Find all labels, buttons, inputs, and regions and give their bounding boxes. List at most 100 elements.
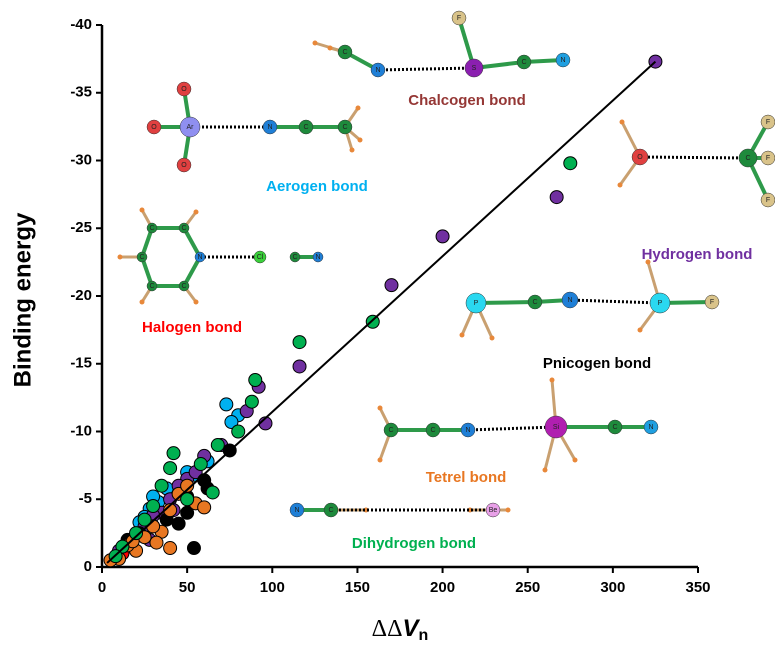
x-tick-label: 0 — [98, 579, 106, 596]
x-label-subscript: n — [419, 627, 429, 644]
series-label: Hydrogen bond — [642, 246, 753, 263]
atom-label: N — [197, 254, 202, 261]
point — [167, 447, 180, 460]
hydrogen-atom — [140, 208, 145, 213]
hydrogen-atom — [490, 336, 495, 341]
point — [293, 360, 306, 373]
hydrogen-atom — [328, 46, 333, 51]
atom-label: C — [292, 254, 297, 261]
point — [164, 542, 177, 555]
point — [293, 336, 306, 349]
atom-label: C — [328, 507, 333, 514]
atom-label: N — [267, 124, 272, 131]
y-tick-label: -25 — [70, 219, 92, 236]
atom-label: C — [430, 427, 435, 434]
atom-label: C — [181, 283, 186, 290]
atom-label: C — [181, 225, 186, 232]
atom-label: O — [181, 86, 187, 93]
point — [211, 439, 224, 452]
contact — [378, 68, 474, 70]
atom-label: C — [149, 225, 154, 232]
hydrogen-atom — [194, 210, 199, 215]
atom-label: F — [766, 197, 770, 204]
atom-label: C — [745, 155, 750, 162]
atom-label: C — [521, 59, 526, 66]
hydrogen-atom — [638, 328, 643, 333]
hydrogen-atom — [620, 120, 625, 125]
hydrogen-atom — [118, 255, 123, 260]
hydrogen-atom — [358, 138, 363, 143]
point — [232, 425, 245, 438]
hydrogen-atom — [313, 41, 318, 46]
contact — [468, 427, 556, 430]
x-tick-label: 250 — [515, 579, 540, 596]
y-tick-label: 0 — [84, 558, 92, 575]
x-tick-label: 350 — [685, 579, 710, 596]
hydrogen-atom — [543, 468, 548, 473]
atom-label: N — [567, 297, 572, 304]
series-label: Halogen bond — [142, 319, 242, 336]
atom-label: N — [315, 254, 320, 261]
y-tick-label: -15 — [70, 355, 92, 372]
atom-label: N — [560, 57, 565, 64]
series-label: Chalcogen bond — [408, 92, 526, 109]
atom-label: S — [472, 65, 477, 72]
point — [164, 462, 177, 475]
point — [198, 474, 211, 487]
atom-label: C — [149, 283, 154, 290]
molecule: OArOONCC — [147, 82, 363, 172]
series-label: Tetrel bond — [426, 469, 507, 486]
atom-label: O — [181, 162, 187, 169]
atom-label: C — [612, 424, 617, 431]
atom-label: C — [388, 427, 393, 434]
y-tick-label: -40 — [70, 16, 92, 33]
hydrogen-atom — [350, 148, 355, 153]
atom-label: Si — [553, 424, 560, 431]
contact — [640, 157, 748, 158]
x-tick-label: 50 — [179, 579, 196, 596]
point — [194, 458, 207, 471]
point — [220, 398, 233, 411]
atom-label: N — [465, 427, 470, 434]
hydrogen-atom — [550, 378, 555, 383]
y-tick-label: -5 — [79, 490, 92, 507]
x-axis-label: ΔΔVn — [372, 615, 429, 644]
x-tick-label: 200 — [430, 579, 455, 596]
atom-label: C — [532, 299, 537, 306]
atom-label: Ar — [187, 124, 195, 131]
atom-label: P — [658, 300, 663, 307]
atom-label: N — [375, 67, 380, 74]
series-label: Dihydrogen bond — [352, 535, 476, 552]
atom-label: F — [457, 15, 461, 22]
atom-label: C — [303, 124, 308, 131]
atom-label: C — [342, 49, 347, 56]
x-tick-label: 100 — [260, 579, 285, 596]
hydrogen-atom — [573, 458, 578, 463]
atom-label: N — [294, 507, 299, 514]
series-label: Aerogen bond — [266, 178, 368, 195]
hydrogen-atom — [194, 300, 199, 305]
contact — [570, 300, 660, 303]
atom-label: Cl — [257, 254, 264, 261]
chart: Binding energy ΔΔVn CNSFCNOArOONCCOCFFFC… — [0, 0, 775, 654]
y-axis-label: Binding energy — [9, 212, 36, 387]
hydrogen-atom — [356, 106, 361, 111]
point — [550, 191, 563, 204]
molecule: CCCCCNClCN — [118, 208, 324, 305]
point — [206, 486, 219, 499]
point — [150, 536, 163, 549]
hydrogen-atom — [378, 458, 383, 463]
molecule: C N S F C N — [313, 11, 571, 77]
atom-label: F — [710, 299, 714, 306]
x-label-main: ΔΔ — [372, 616, 403, 642]
atom-label: F — [766, 119, 770, 126]
atom-label: C — [342, 124, 347, 131]
point — [385, 279, 398, 292]
point — [245, 395, 258, 408]
atom-label: O — [637, 154, 643, 161]
hydrogen-atom — [378, 406, 383, 411]
y-tick-label: -10 — [70, 422, 92, 439]
